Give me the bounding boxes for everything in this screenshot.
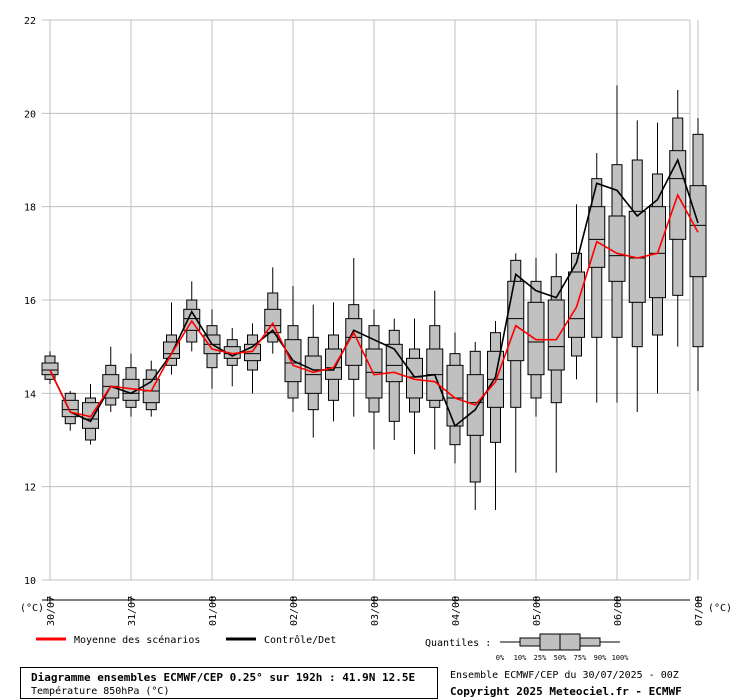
unit-left-label: (°C) (20, 603, 44, 614)
box-layer (41, 85, 707, 510)
y-tick-label: 16 (24, 296, 36, 307)
y-tick-label: 12 (24, 483, 36, 494)
boxplot-step (304, 304, 322, 438)
y-tick-label: 22 (24, 16, 36, 27)
unit-right-label: (°C) (708, 603, 732, 614)
x-tick-label: 31/07 (127, 596, 138, 626)
legend-quantile-tick: 50% (554, 654, 567, 662)
x-tick-label: 07/08 (694, 596, 705, 626)
chart-title: Diagramme ensembles ECMWF/CEP 0.25° sur … (31, 671, 416, 684)
copyright-notice: Copyright 2025 Meteociel.fr - ECMWF (450, 685, 682, 698)
x-tick-label: 06/08 (613, 596, 624, 626)
legend-quantile-tick: 0% (496, 654, 505, 662)
legend-quantile-tick: 90% (594, 654, 607, 662)
legend-quantile-tick: 75% (574, 654, 587, 662)
ensemble-run-info: Ensemble ECMWF/CEP du 30/07/2025 - 00Z (450, 670, 679, 681)
boxplot-step (385, 318, 403, 440)
chart-subtitle: Température 850hPa (°C) (31, 686, 170, 697)
y-tick-label: 20 (24, 109, 36, 120)
control-line (49, 157, 699, 428)
boxplot-p25-p75-box (406, 357, 423, 399)
boxplot-step (628, 120, 646, 412)
x-tick-label: 01/08 (208, 596, 219, 626)
boxplot-step (446, 332, 464, 464)
boxplot-p25-p75-box (507, 280, 525, 362)
y-tick-label: 10 (24, 576, 36, 587)
label-layer: (°C) (°C) 10 12 14 16 18 20 22 30/07 31/07 01/08 0… (20, 16, 732, 626)
x-tick-label: 04/08 (451, 596, 462, 626)
legend-control-label: Contrôle/Det (264, 634, 336, 646)
mean-line (49, 193, 699, 418)
y-tick-label: 14 (24, 389, 36, 400)
ensemble-chart: (°C) (°C) 10 12 14 16 18 20 22 30/07 31/07 01/08 0… (20, 16, 733, 662)
boxplot-p25-p75-box (264, 308, 282, 334)
boxplot-p25-p75-box (325, 348, 342, 380)
legend-quantiles-label: Quantiles : (425, 638, 491, 649)
boxplot-p25-p75-box (345, 318, 363, 366)
line-layer (49, 157, 699, 428)
boxplot-step (264, 267, 282, 354)
boxplot-p25-p75-box (608, 215, 626, 282)
legend-quantile-key (500, 633, 620, 651)
y-tick-label: 18 (24, 203, 36, 214)
legend-quantile-tick: 10% (514, 654, 527, 662)
boxplot-step (507, 253, 525, 473)
legend-quantile-tick: 25% (534, 654, 547, 662)
boxplot-p25-p75-box (41, 362, 59, 376)
legend-quantile-ticks: 0% 10% 25% 50% 75% 90% 100% (496, 654, 629, 662)
x-tick-label: 03/08 (370, 596, 381, 626)
boxplot-step (406, 318, 423, 454)
boxplot-p25-p75-box (446, 364, 464, 427)
x-tick-label: 30/07 (46, 596, 57, 626)
x-tick-label: 02/08 (289, 596, 300, 626)
legend: Moyenne des scénarios Contrôle/Det Quant… (36, 633, 629, 662)
boxplot-p25-p75-box (547, 299, 565, 371)
title-box: Diagramme ensembles ECMWF/CEP 0.25° sur … (20, 667, 438, 699)
legend-quantile-tick: 100% (612, 654, 630, 662)
legend-mean-label: Moyenne des scénarios (74, 634, 200, 646)
x-tick-label: 05/08 (532, 596, 543, 626)
boxplot-p25-p75-box (527, 301, 545, 376)
axis-layer (42, 596, 699, 604)
